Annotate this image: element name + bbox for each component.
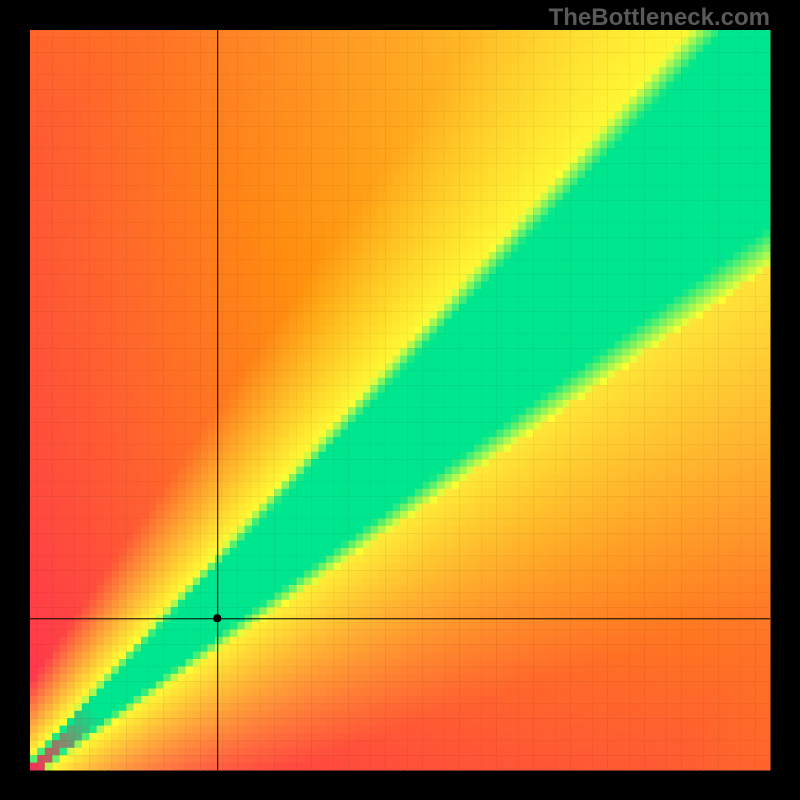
watermark-text: TheBottleneck.com (549, 4, 770, 32)
chart-container: TheBottleneck.com (0, 0, 800, 800)
bottleneck-heatmap (0, 0, 800, 800)
